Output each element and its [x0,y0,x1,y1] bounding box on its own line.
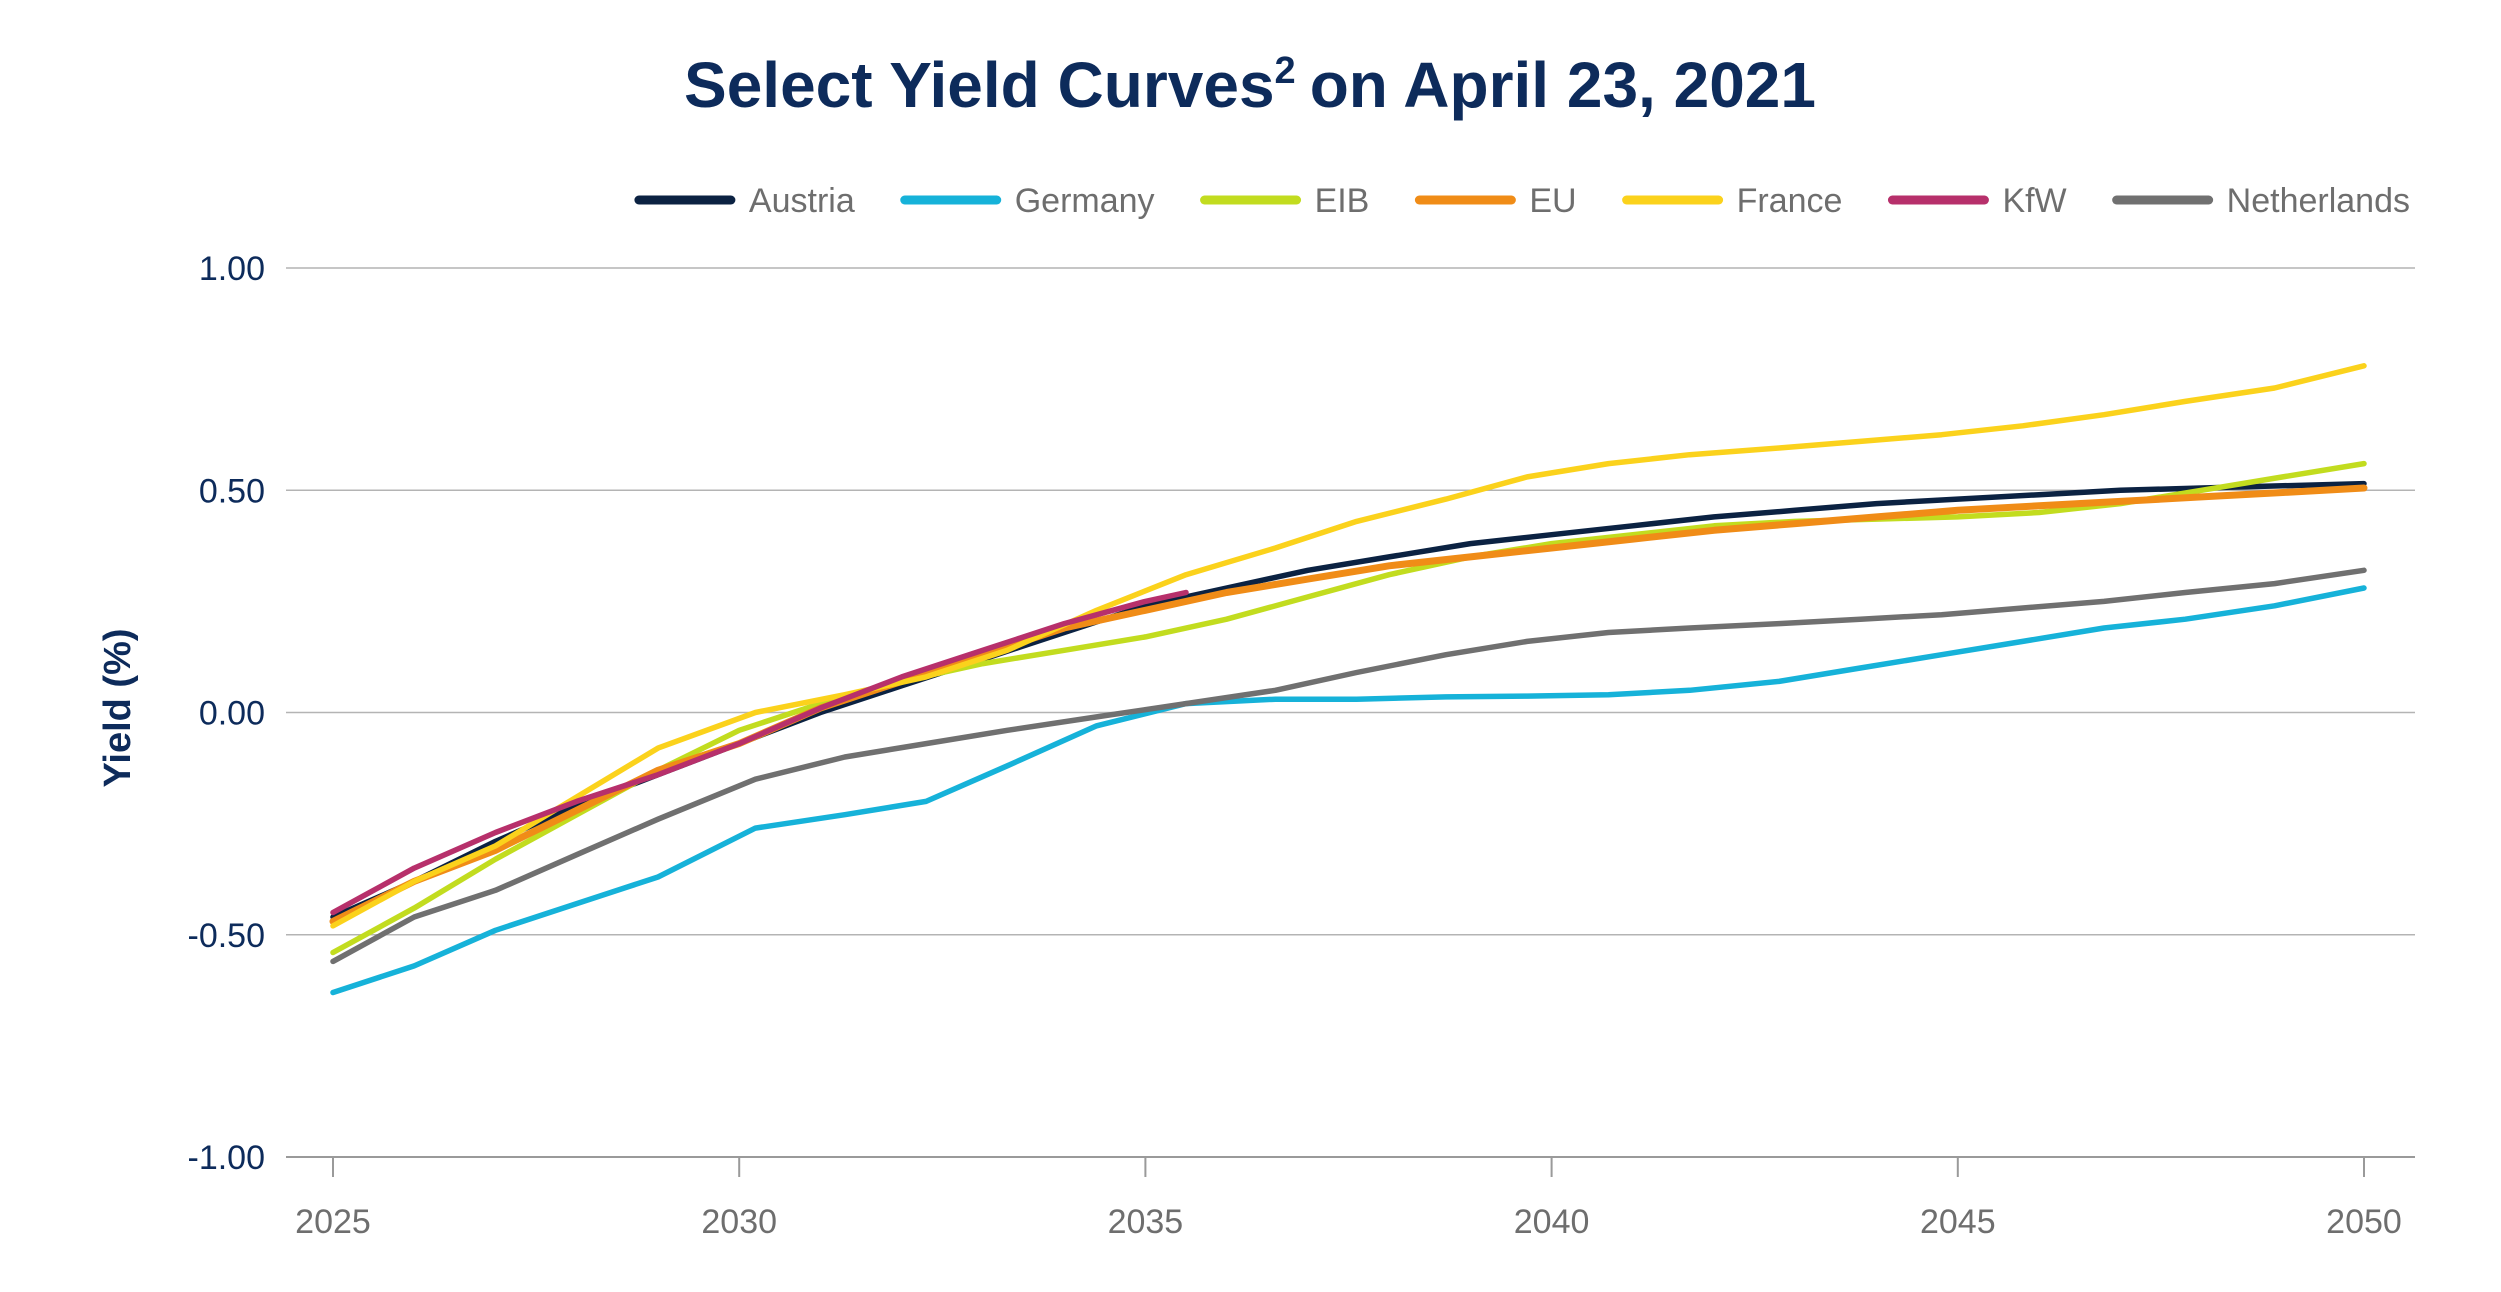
legend-label-netherlands: Netherlands [2227,182,2410,220]
chart-title: Select Yield Curves2 on April 23, 2021 [684,49,1816,121]
y-tick-label: -0.50 [188,917,266,955]
legend-label-eu: EU [1529,182,1576,220]
x-tick-label: 2050 [2326,1203,2402,1241]
series-line-netherlands [330,567,2367,965]
x-tick-label: 2035 [1108,1203,1184,1241]
legend-label-germany: Germany [1015,182,1155,220]
title-superscript: 2 [1275,50,1296,92]
legend-label-austria: Austria [749,182,855,220]
y-axis-label: Yield (%) [97,628,139,787]
legend-label-eib: EIB [1315,182,1370,220]
x-tick-label: 2040 [1514,1203,1590,1241]
series-line-eib [330,460,2367,956]
chart-legend: Netherlands KfW France EU EIB Germany Austria [634,182,2410,220]
series-line-france [330,363,2367,929]
title-main: Select Yield Curves [684,49,1275,121]
series-line-kfw [330,589,1189,916]
axes: 2025 2030 2035 2040 2045 2050 [295,1157,2402,1241]
gridlines: 1.00 0.50 0.00 -0.50 -1.00 [188,250,2415,1177]
x-tick-label: 2030 [701,1203,777,1241]
x-tick-label: 2025 [295,1203,371,1241]
x-tick-label: 2045 [1920,1203,1996,1241]
y-tick-label: -1.00 [188,1139,266,1177]
legend-label-kfw: KfW [2002,182,2066,220]
y-tick-label: 0.00 [199,695,265,733]
series-line-germany [330,585,2367,996]
series-lines [329,363,2368,996]
legend-label-france: France [1737,182,1843,220]
title-suffix: on April 23, 2021 [1310,49,1816,121]
y-tick-label: 0.50 [199,472,265,510]
y-tick-label: 1.00 [199,250,265,288]
series-line-eu [329,484,2368,925]
